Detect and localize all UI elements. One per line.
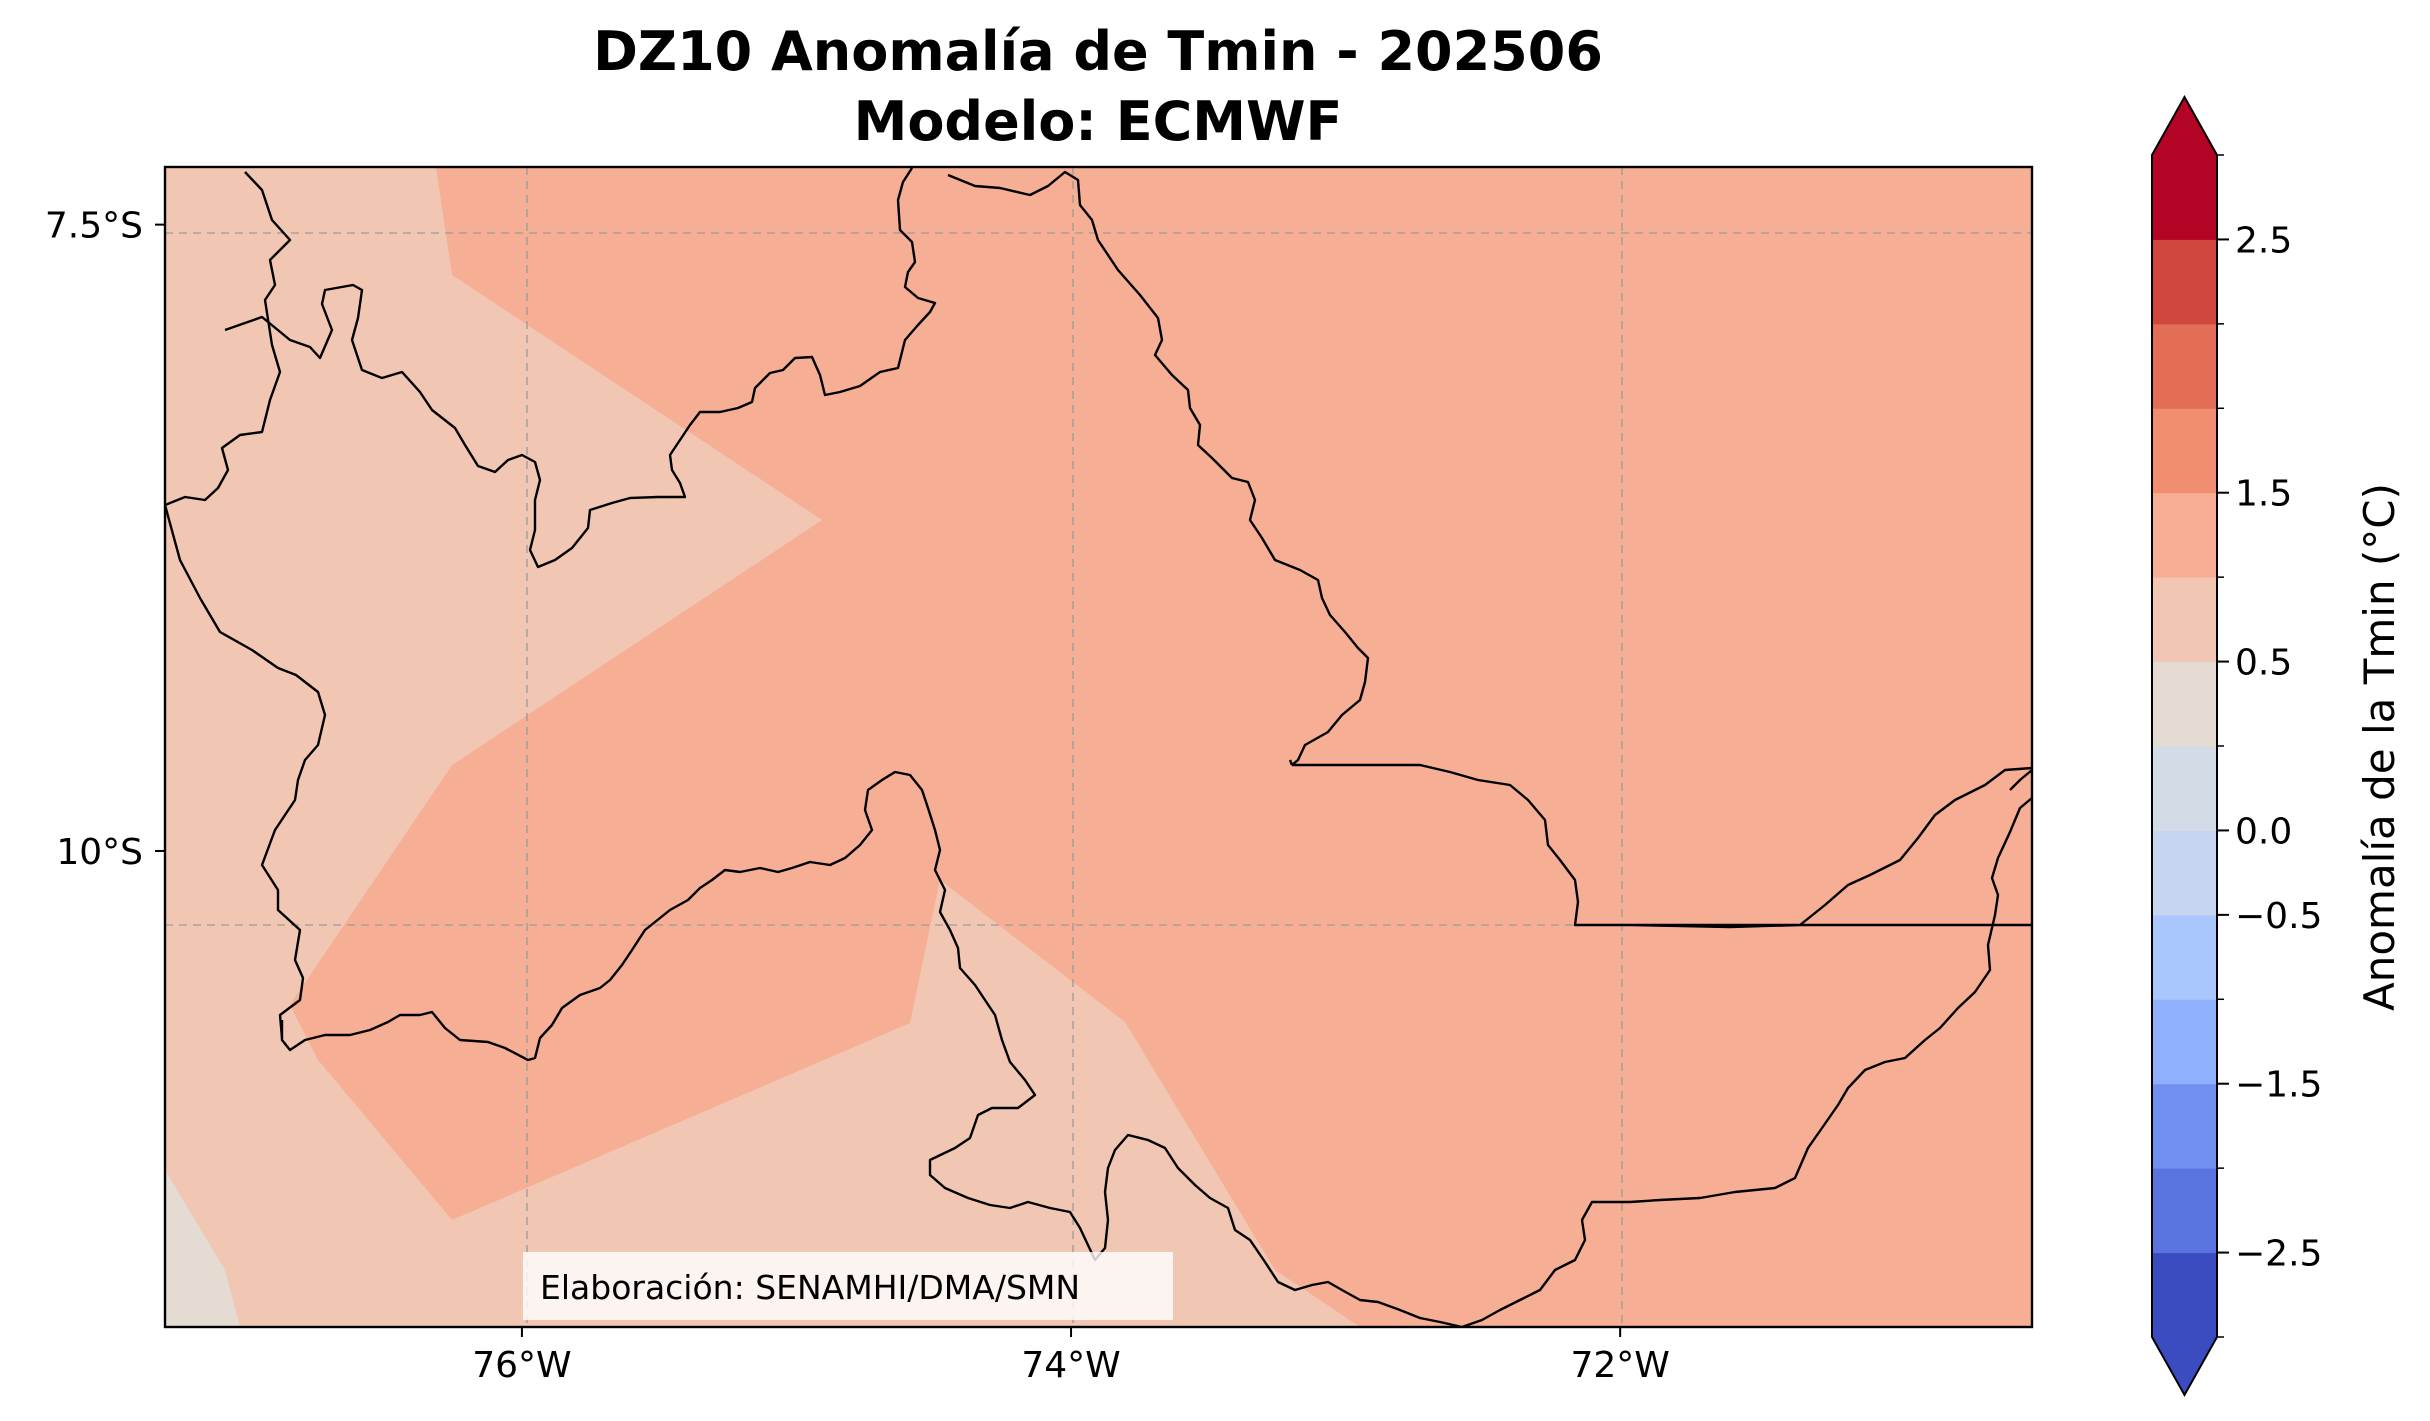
boundary-north-interior xyxy=(224,167,937,569)
anomaly-fill-mid-south xyxy=(165,880,1360,1327)
colorbar-tick-label: 1.5 xyxy=(2235,474,2292,515)
region-boundaries xyxy=(165,167,2032,1327)
colorbar-tick-label: −2.5 xyxy=(2235,1234,2322,1275)
colorbar-bin xyxy=(2152,914,2217,1000)
lat-tick-label: 10°S xyxy=(56,832,143,873)
colorbar-bin xyxy=(2152,746,2217,831)
colorbar-under-triangle xyxy=(2152,1337,2217,1395)
lon-tick-label: 74°W xyxy=(1021,1345,1120,1386)
colorbar-bin xyxy=(2152,830,2217,916)
colorbar-bin xyxy=(2152,577,2217,663)
anomaly-fill-mid-north xyxy=(165,167,822,1005)
credit-background xyxy=(523,1252,1173,1320)
colorbar-bin xyxy=(2152,155,2217,240)
colorbar-bin xyxy=(2152,1168,2217,1254)
colorbar-bin xyxy=(2152,323,2217,409)
title-line1: DZ10 Anomalía de Tmin - 202506 xyxy=(593,20,1603,83)
credit-text: Elaboración: SENAMHI/DMA/SMN xyxy=(540,1268,1080,1307)
boundary-west-region xyxy=(165,171,327,1039)
map-area xyxy=(165,167,2032,1327)
title-line2: Modelo: ECMWF xyxy=(854,90,1343,153)
colorbar-over-triangle xyxy=(2152,97,2217,155)
colorbar-label: Anomalía de la Tmin (°C) xyxy=(2355,483,2404,1011)
colorbar-bin xyxy=(2152,408,2217,494)
colorbar-bin xyxy=(2152,492,2217,578)
boundary-southeast xyxy=(280,770,2032,1327)
colorbar-bin xyxy=(2152,239,2217,325)
boundary-east-inner xyxy=(1288,759,2032,791)
map-frame xyxy=(163,165,2034,1329)
colorbar-tick-label: 0.5 xyxy=(2235,643,2292,684)
lon-tick-label: 72°W xyxy=(1570,1345,1669,1386)
colorbar-tick-label: 2.5 xyxy=(2235,220,2292,261)
boundary-east-region xyxy=(947,170,1370,766)
anomaly-fill-low xyxy=(165,1170,240,1327)
colorbar-bin xyxy=(2152,1252,2217,1338)
colorbar-tick-label: 0.0 xyxy=(2235,811,2292,852)
boundary-border-east xyxy=(1292,763,2032,929)
colorbar-bin xyxy=(2152,999,2217,1085)
lat-tick-label: 7.5°S xyxy=(45,206,143,247)
lon-tick-label: 76°W xyxy=(472,1345,571,1386)
credit-box: Elaboración: SENAMHI/DMA/SMN xyxy=(523,1252,1173,1320)
colorbar-tick-label: −0.5 xyxy=(2235,896,2322,937)
colorbar-tick-label: −1.5 xyxy=(2235,1065,2322,1106)
colorbar: 2.5 1.5 0.5 0.0 −0.5 −1.5 −2.5 xyxy=(2151,94,2322,1398)
colorbar-bin xyxy=(2152,661,2217,747)
colorbar-bin xyxy=(2152,1083,2217,1169)
axis-ticks: 7.5°S 10°S 76°W 74°W 72°W xyxy=(45,206,1670,1386)
